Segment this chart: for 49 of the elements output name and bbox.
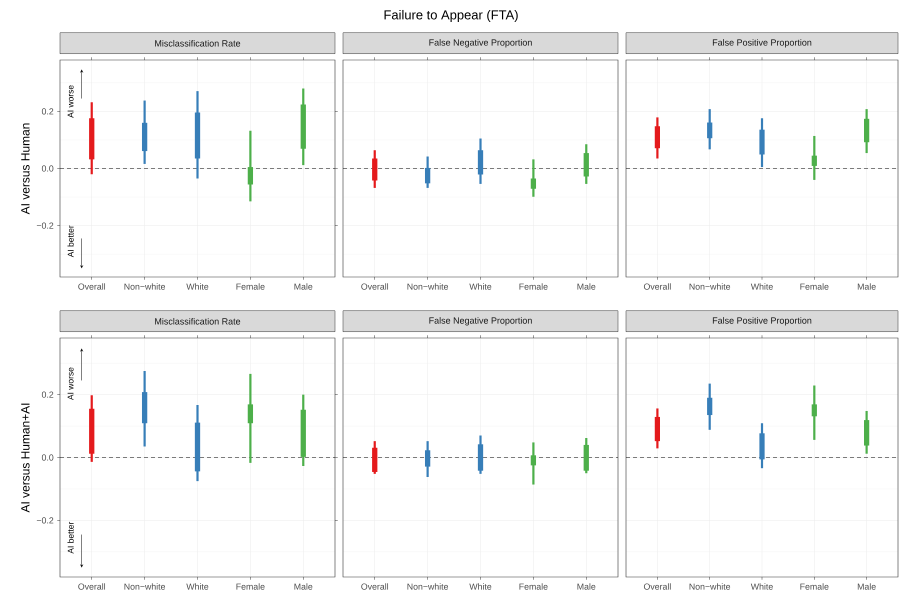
x-tick-label: Female	[519, 283, 548, 290]
chart-title: False Positive Proportion	[712, 39, 812, 48]
y-axis-title: AI versus Human	[21, 123, 30, 214]
y-tick-label: −0.2	[36, 222, 54, 229]
chart-title: False Positive Proportion	[712, 317, 812, 326]
x-tick-label: Male	[577, 583, 596, 590]
x-tick-label: White	[469, 283, 492, 290]
chart-title: False Negative Proportion	[429, 39, 532, 48]
x-tick-label: White	[469, 583, 492, 590]
x-tick-label: Female	[236, 583, 265, 590]
y-tick-label: 0.2	[42, 108, 54, 114]
x-tick-label: Non−white	[408, 283, 448, 290]
y-tick-label: −0.2	[36, 517, 54, 524]
annotation: AI worse	[68, 368, 74, 400]
x-tick-label: Overall	[78, 583, 106, 590]
x-tick-label: Overall	[644, 583, 671, 590]
y-tick-label: 0.0	[42, 454, 54, 461]
x-tick-label: White	[750, 283, 773, 290]
x-tick-label: Overall	[644, 283, 671, 290]
x-tick-label: Female	[800, 583, 829, 590]
x-tick-label: Male	[858, 583, 876, 590]
x-tick-label: Overall	[361, 283, 388, 290]
chart-title: Misclassification Rate	[155, 40, 240, 47]
x-tick-label: Female	[800, 283, 829, 290]
x-tick-label: Female	[519, 583, 548, 590]
x-tick-label: Non−white	[124, 583, 166, 590]
text: Failure to Appear (FTA)	[384, 10, 518, 22]
x-tick-label: Male	[294, 583, 312, 590]
annotation: AI worse	[68, 85, 74, 118]
x-tick-label: Male	[294, 283, 312, 290]
x-tick-label: Female	[236, 283, 265, 290]
x-tick-label: Non−white	[124, 283, 166, 290]
x-tick-label: Non−white	[408, 583, 448, 590]
x-tick-label: Non−white	[690, 583, 730, 590]
x-tick-label: Overall	[361, 583, 388, 590]
x-tick-label: White	[750, 583, 773, 590]
x-tick-label: Male	[577, 283, 596, 290]
x-tick-label: Non−white	[690, 283, 730, 290]
x-tick-label: Male	[858, 283, 876, 290]
chart-title: Misclassification Rate	[155, 318, 240, 325]
chart-title: False Negative Proportion	[429, 317, 532, 326]
y-axis-title: AI versus Human+AI	[21, 404, 30, 512]
x-tick-label: White	[186, 583, 208, 590]
annotation: AI better	[67, 225, 74, 258]
y-tick-label: 0.0	[42, 165, 54, 172]
y-tick-label: 0.2	[42, 392, 54, 398]
x-tick-label: Overall	[78, 283, 106, 290]
x-tick-label: White	[186, 283, 208, 290]
annotation: AI better	[67, 522, 74, 554]
